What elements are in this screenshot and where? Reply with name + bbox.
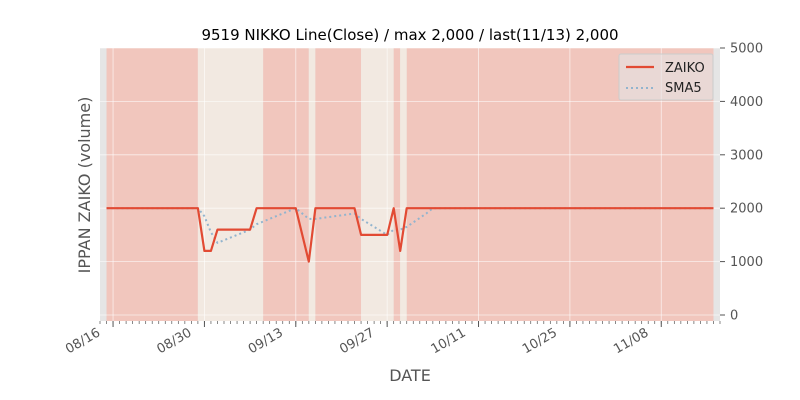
- y-tick-label: 4000: [730, 95, 763, 110]
- shaded-bands: [106, 48, 714, 321]
- x-tick-label: 10/25: [520, 325, 560, 357]
- y-tick-label: 1000: [730, 255, 763, 270]
- shaded-band-low: [400, 48, 407, 321]
- x-tick-label: 09/13: [246, 325, 286, 357]
- x-axis-label: DATE: [389, 366, 431, 385]
- y-tick-label: 0: [730, 309, 738, 324]
- legend-sma5-label: SMA5: [665, 81, 702, 96]
- shaded-band-high: [263, 48, 309, 321]
- y-axis-label: IPPAN ZAIKO (volume): [75, 97, 94, 274]
- shaded-band-high: [315, 48, 362, 321]
- x-tick-label: 08/16: [63, 325, 103, 357]
- y-tick-label: 2000: [730, 202, 763, 217]
- x-tick-label: 11/08: [611, 325, 651, 357]
- y-tick-label: 5000: [730, 42, 763, 57]
- shaded-band-low: [197, 48, 264, 321]
- shaded-band-low: [361, 48, 394, 321]
- series-lines: [106, 207, 714, 263]
- shaded-band-high: [393, 48, 401, 321]
- x-tick-label: 08/30: [154, 325, 194, 357]
- x-tick-label: 10/11: [429, 325, 469, 357]
- x-axis: 08/16 08/30 09/13 09/27 10/11 10/25 11/08: [63, 321, 721, 357]
- legend: ZAIKO SMA5: [618, 53, 714, 101]
- series-line-sma5: [106, 207, 714, 244]
- series-line-zaiko: [106, 207, 714, 263]
- y-axis: 0 1000 2000 3000 4000 5000: [720, 42, 763, 324]
- shaded-band-high: [106, 48, 198, 321]
- legend-zaiko-label: ZAIKO: [665, 61, 705, 76]
- y-tick-label: 3000: [730, 148, 763, 163]
- chart-title: 9519 NIKKO Line(Close) / max 2,000 / las…: [201, 26, 618, 44]
- shaded-band-low: [308, 48, 316, 321]
- x-tick-label: 09/27: [337, 325, 377, 357]
